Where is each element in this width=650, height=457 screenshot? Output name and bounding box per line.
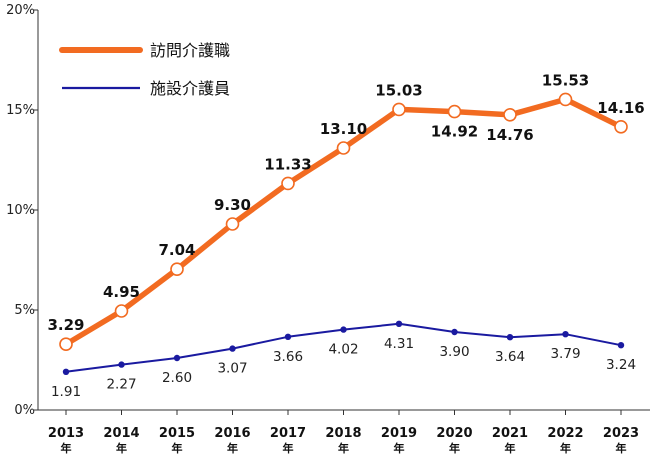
data-label-houmon: 14.76	[486, 126, 533, 144]
x-tick-suffix: 年	[283, 441, 294, 455]
data-label-houmon: 11.33	[264, 155, 311, 173]
data-label-houmon: 3.29	[47, 316, 84, 334]
x-tick-label: 2021	[492, 426, 528, 441]
data-point-shisetsu	[284, 333, 292, 340]
y-tick-label: 10%	[6, 203, 35, 218]
x-tick-label: 2016	[214, 426, 250, 441]
data-point-houmon	[170, 262, 184, 277]
data-point-shisetsu	[395, 320, 403, 327]
x-tick-label: 2013	[48, 426, 84, 441]
data-label-houmon: 9.30	[214, 196, 251, 214]
data-label-shisetsu: 3.24	[606, 357, 636, 373]
data-point-houmon	[503, 108, 517, 122]
y-tick-label: 15%	[6, 103, 35, 118]
data-point-houmon	[392, 102, 406, 117]
series-layer	[59, 92, 628, 375]
data-label-shisetsu: 3.07	[217, 361, 247, 377]
x-tick-suffix: 年	[172, 441, 183, 455]
data-point-shisetsu	[118, 361, 125, 368]
data-label-shisetsu: 3.90	[439, 344, 469, 360]
x-tick-suffix: 年	[394, 441, 405, 455]
x-tick-suffix: 年	[505, 441, 516, 455]
data-label-shisetsu: 1.91	[51, 384, 81, 400]
x-tick-label: 2015	[159, 426, 195, 441]
x-tick-suffix: 年	[338, 441, 349, 455]
legend-label-houmon: 訪問介護職	[150, 41, 230, 60]
data-point-houmon	[281, 176, 295, 191]
data-label-houmon: 15.03	[375, 81, 422, 99]
y-tick-label: 5%	[14, 303, 35, 318]
data-point-shisetsu	[451, 328, 458, 336]
x-tick-label: 2019	[381, 426, 417, 441]
data-point-houmon	[614, 120, 628, 134]
data-point-shisetsu	[62, 368, 70, 375]
data-label-houmon: 14.16	[597, 99, 644, 117]
x-tick-label: 2020	[436, 426, 472, 441]
x-tick-label: 2017	[270, 426, 306, 441]
x-tick-suffix: 年	[560, 441, 571, 455]
data-point-shisetsu	[617, 342, 625, 349]
data-point-houmon	[225, 217, 240, 231]
data-label-shisetsu: 3.79	[550, 346, 580, 362]
data-labels: 3.29 4.95 7.04 9.30 11.33 13.10 15.03 14.92 14.7…	[47, 71, 644, 399]
data-label-houmon: 7.04	[158, 241, 195, 259]
data-label-shisetsu: 2.60	[162, 370, 192, 386]
data-point-shisetsu	[506, 334, 514, 341]
data-point-shisetsu	[173, 354, 181, 362]
data-label-houmon: 4.95	[103, 283, 140, 301]
data-label-houmon: 14.92	[431, 123, 478, 141]
data-point-houmon	[336, 141, 351, 155]
y-tick-label: 20%	[6, 3, 35, 18]
data-point-shisetsu	[340, 326, 347, 333]
x-tick-suffix: 年	[449, 441, 460, 455]
data-label-shisetsu: 4.31	[384, 336, 414, 352]
data-label-shisetsu: 3.66	[273, 349, 303, 365]
data-point-houmon	[447, 104, 462, 119]
x-tick-suffix: 年	[61, 441, 72, 455]
x-tick-label: 2018	[325, 426, 361, 441]
data-label-shisetsu: 4.02	[328, 342, 358, 358]
legend-label-shisetsu: 施設介護員	[150, 79, 230, 98]
data-point-shisetsu	[229, 345, 236, 352]
x-tick-label: 2014	[103, 426, 139, 441]
data-point-shisetsu	[562, 331, 569, 338]
data-label-shisetsu: 2.27	[106, 377, 136, 393]
data-point-houmon	[558, 92, 573, 107]
data-point-houmon	[59, 337, 73, 352]
axes: 0%5%10%15%20%2013年2014年2015年2016年2017年20…	[6, 3, 650, 455]
x-tick-suffix: 年	[116, 441, 127, 455]
x-tick-label: 2022	[547, 426, 583, 441]
data-label-houmon: 13.10	[320, 120, 367, 138]
x-tick-suffix: 年	[227, 441, 238, 455]
x-tick-suffix: 年	[616, 441, 627, 455]
data-label-shisetsu: 3.64	[495, 349, 525, 365]
data-point-houmon	[114, 304, 129, 318]
data-label-houmon: 15.53	[542, 71, 589, 89]
x-tick-label: 2023	[603, 426, 639, 441]
y-tick-label: 0%	[14, 403, 35, 418]
